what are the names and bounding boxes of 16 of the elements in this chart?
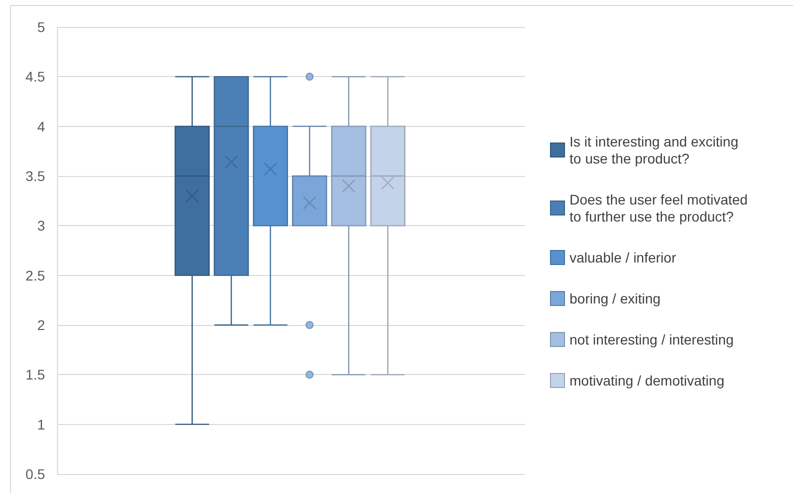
y-tick-label: 5: [37, 19, 46, 35]
legend-label: valuable / inferior: [570, 250, 676, 266]
y-tick-label: 3: [37, 218, 46, 234]
legend-label: motivating / demotivating: [570, 372, 724, 388]
y-tick-label: 2: [37, 317, 46, 333]
legend-label: Does the user feel motivated to further use the product?: [570, 192, 752, 224]
legend-label: not interesting / interesting: [570, 332, 734, 348]
y-tick-label: 4.5: [26, 68, 46, 85]
legend-label: boring / exiting: [570, 290, 661, 306]
y-tick-label: 4: [37, 118, 46, 134]
y-tick-label: 0.5: [26, 466, 46, 482]
y-tick-label: 1.5: [26, 366, 46, 383]
y-tick-label: 1: [37, 416, 46, 432]
y-tick-label: 3.5: [26, 168, 46, 184]
legend-label: Is it interesting and exciting to use the product?: [570, 134, 742, 166]
y-tick-label: 2.5: [26, 267, 46, 284]
